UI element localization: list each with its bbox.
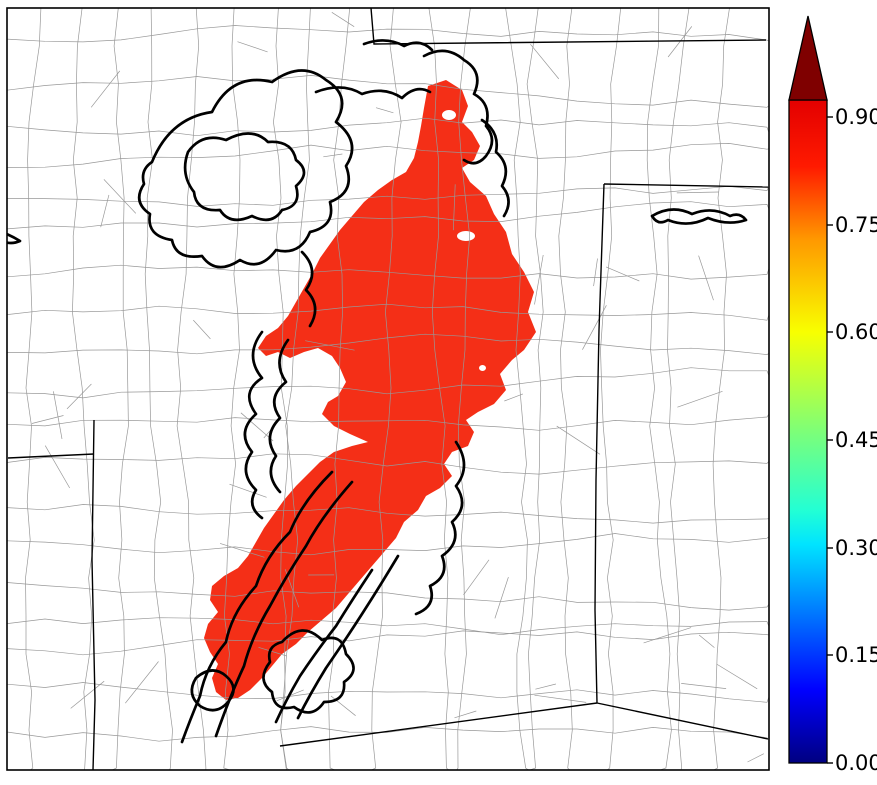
colorbar-tick-label: 0.15 (835, 643, 877, 667)
colorbar-tick-label: 0.00 (835, 751, 877, 775)
colorbar-tick-label: 0.75 (835, 213, 877, 237)
state-boundaries (7, 8, 769, 770)
map-frame (6, 7, 770, 771)
colorbar-tick-label: 0.90 (835, 105, 877, 129)
probability-region (204, 80, 536, 700)
county-boundaries (7, 8, 769, 770)
colorbar-tick-label: 0.30 (835, 536, 877, 560)
colorbar (788, 99, 828, 764)
colorbar-tick-label: 0.45 (835, 428, 877, 452)
colorbar-extend-arrow (788, 15, 828, 101)
colorbar-tick-label: 0.60 (835, 320, 877, 344)
thick-contour-outlines (7, 39, 748, 744)
